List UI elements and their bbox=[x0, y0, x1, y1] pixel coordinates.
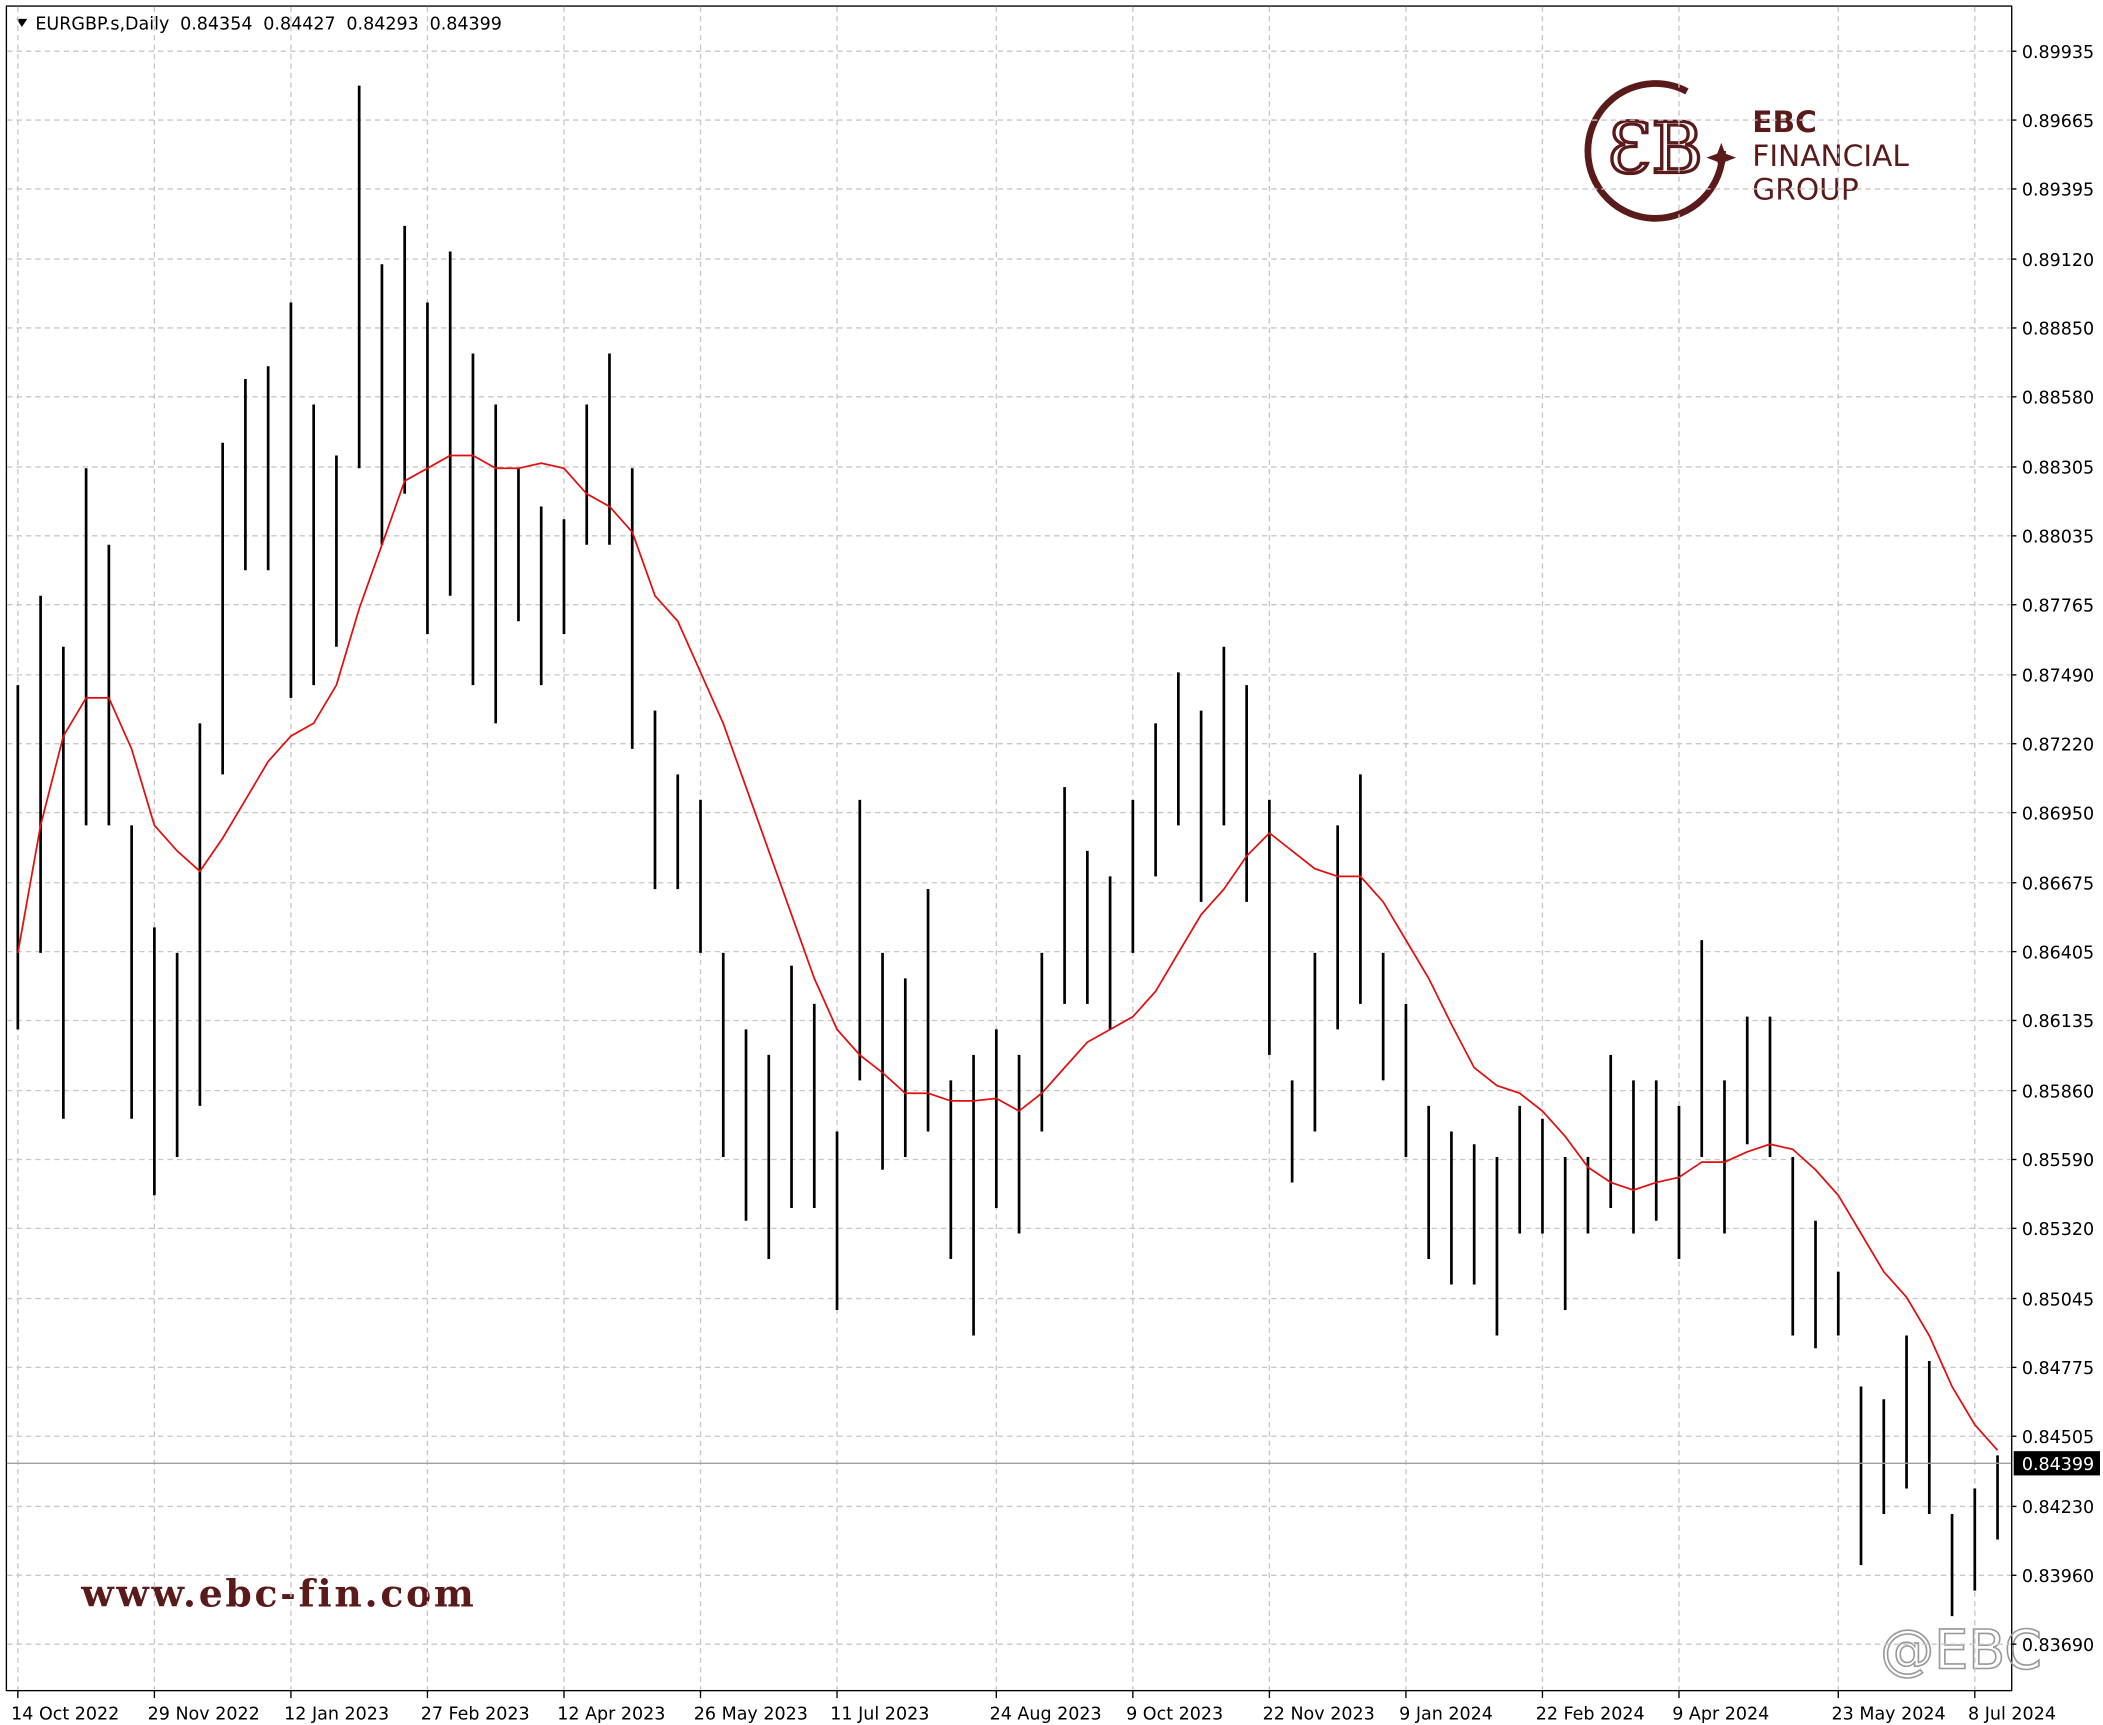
y-tick-label: 0.84505 bbox=[2022, 1428, 2094, 1448]
plot-frame bbox=[5, 5, 2013, 1692]
x-tick-label: 12 Apr 2023 bbox=[557, 1705, 665, 1725]
moving-average bbox=[16, 454, 1999, 1451]
header-value: 0.84293 bbox=[346, 15, 418, 35]
y-tick-label: 0.85320 bbox=[2022, 1220, 2094, 1240]
y-tick-label: 0.88305 bbox=[2022, 459, 2094, 479]
x-tick-label: 8 Jul 2024 bbox=[1968, 1705, 2056, 1725]
x-tick-label: 23 May 2024 bbox=[1832, 1705, 1946, 1725]
x-tick-label: 12 Jan 2023 bbox=[284, 1705, 389, 1725]
last-price-label: 0.84399 bbox=[2022, 1455, 2094, 1475]
x-tick-label: 11 Jul 2023 bbox=[830, 1705, 929, 1725]
x-tick-label: 9 Oct 2023 bbox=[1126, 1705, 1223, 1725]
logo-brand: EBC bbox=[1752, 104, 1817, 139]
y-tick-label: 0.83690 bbox=[2022, 1636, 2094, 1656]
y-tick-label: 0.85590 bbox=[2022, 1151, 2094, 1171]
header-value: 0.84427 bbox=[263, 15, 335, 35]
y-tick-label: 0.87490 bbox=[2022, 667, 2094, 687]
y-tick-label: 0.87765 bbox=[2022, 596, 2094, 616]
x-tick-label: 22 Feb 2024 bbox=[1536, 1705, 1645, 1725]
y-tick-label: 0.86405 bbox=[2022, 943, 2094, 963]
y-tick-label: 0.89935 bbox=[2022, 43, 2094, 63]
x-tick-label: 24 Aug 2023 bbox=[990, 1705, 1102, 1725]
x-tick-label: 14 Oct 2022 bbox=[11, 1705, 119, 1725]
y-tick-label: 0.89665 bbox=[2022, 112, 2094, 132]
x-tick-label: 29 Nov 2022 bbox=[148, 1705, 260, 1725]
y-tick-label: 0.89120 bbox=[2022, 251, 2094, 271]
logo-line2: GROUP bbox=[1752, 171, 1858, 206]
x-tick-label: 27 Feb 2023 bbox=[421, 1705, 530, 1725]
y-tick-label: 0.85860 bbox=[2022, 1082, 2094, 1102]
logo: ƐB EBC FINANCIAL GROUP bbox=[1584, 80, 1909, 222]
last-price-box bbox=[2013, 1451, 2100, 1476]
y-tick-label: 0.84230 bbox=[2022, 1498, 2094, 1518]
y-tick-label: 0.88035 bbox=[2022, 528, 2094, 548]
x-tick-label: 9 Apr 2024 bbox=[1672, 1705, 1769, 1725]
y-tick-label: 0.84775 bbox=[2022, 1359, 2094, 1379]
header-value: 0.84399 bbox=[430, 15, 502, 35]
y-tick-label: 0.87220 bbox=[2022, 735, 2094, 755]
social-handle: @EBC bbox=[1880, 1618, 2042, 1681]
y-tick-label: 0.89395 bbox=[2022, 181, 2094, 201]
x-tick-label: 26 May 2023 bbox=[694, 1705, 808, 1725]
x-tick-label: 9 Jan 2024 bbox=[1399, 1705, 1493, 1725]
website: www.ebc-fin.com bbox=[80, 1571, 476, 1615]
symbol-header: EURGBP.s,Daily 0.84354 0.84427 0.84293 0.843… bbox=[35, 15, 502, 35]
y-tick-label: 0.86950 bbox=[2022, 804, 2094, 824]
symbol-arrow bbox=[16, 18, 28, 27]
y-tick-label: 0.86135 bbox=[2022, 1012, 2094, 1032]
logo-line1: FINANCIAL bbox=[1752, 138, 1909, 173]
symbol: EURGBP.s,Daily bbox=[35, 15, 169, 35]
header-value: 0.84354 bbox=[180, 15, 252, 35]
x-tick-label: 22 Nov 2023 bbox=[1263, 1705, 1375, 1725]
y-tick-label: 0.86675 bbox=[2022, 874, 2094, 894]
y-tick-label: 0.88850 bbox=[2022, 320, 2094, 340]
y-tick-label: 0.85045 bbox=[2022, 1290, 2094, 1310]
y-tick-label: 0.83960 bbox=[2022, 1567, 2094, 1587]
y-tick-label: 0.88580 bbox=[2022, 389, 2094, 409]
logo-star bbox=[1706, 142, 1737, 173]
